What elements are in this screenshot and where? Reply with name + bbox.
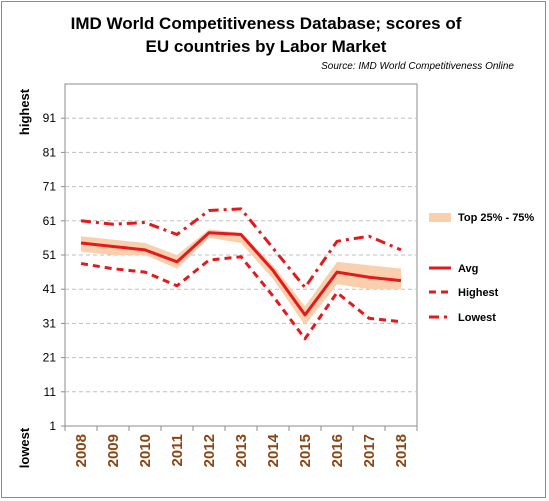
y-tick-label: 11 [44,385,57,399]
y-tick-label: 31 [43,316,57,330]
x-tick-label: 2015 [297,434,314,467]
y-tick-label: 91 [43,111,57,125]
x-tick-labels: 2008 2009 2010 2011 2012 2013 2014 2015 2016 2017… [64,426,418,467]
legend-label-highest: Highest [458,287,499,299]
y-tick-label: 1 [49,419,56,433]
series-line-avg [80,231,402,317]
y-axis-bottom-label: lowest [17,427,32,468]
x-tick-label: 2012 [201,434,218,467]
x-tick-label: 2014 [265,433,282,467]
series-line-highest [80,255,402,341]
y-tick-label: 61 [43,214,57,228]
legend-label-avg: Avg [458,263,478,275]
y-tick-label: 41 [43,282,57,296]
band-area [81,229,401,326]
band-top25-75 [81,229,401,326]
y-tick-label: 51 [43,248,57,262]
chart-title-line-2: EU countries by Labor Market [146,37,387,56]
x-tick-label: 2018 [393,434,410,467]
chart-title-line-1: IMD World Competitiveness Database; scor… [71,14,462,33]
legend: Top 25% - 75% Avg Highest Lowest [429,212,534,324]
y-tick-label: 81 [43,145,57,159]
legend-label-band: Top 25% - 75% [458,212,534,224]
x-tick-label: 2013 [233,434,250,467]
y-tick-label: 71 [43,180,57,194]
x-tick-label: 2017 [361,434,378,467]
x-tick-label: 2009 [105,434,122,467]
legend-label-lowest: Lowest [458,312,496,324]
series-line-lowest [80,207,402,289]
x-tick-label: 2008 [73,434,90,467]
series-lines [80,207,402,341]
chart-source: Source: IMD World Competitiveness Online [321,61,514,72]
x-tick-label: 2016 [329,434,346,467]
x-tick-label: 2011 [169,434,186,467]
legend-swatch-band [429,213,451,222]
y-tick-label: 21 [43,351,57,365]
x-tick-label: 2010 [137,434,154,467]
y-axis-top-label: highest [17,88,32,135]
